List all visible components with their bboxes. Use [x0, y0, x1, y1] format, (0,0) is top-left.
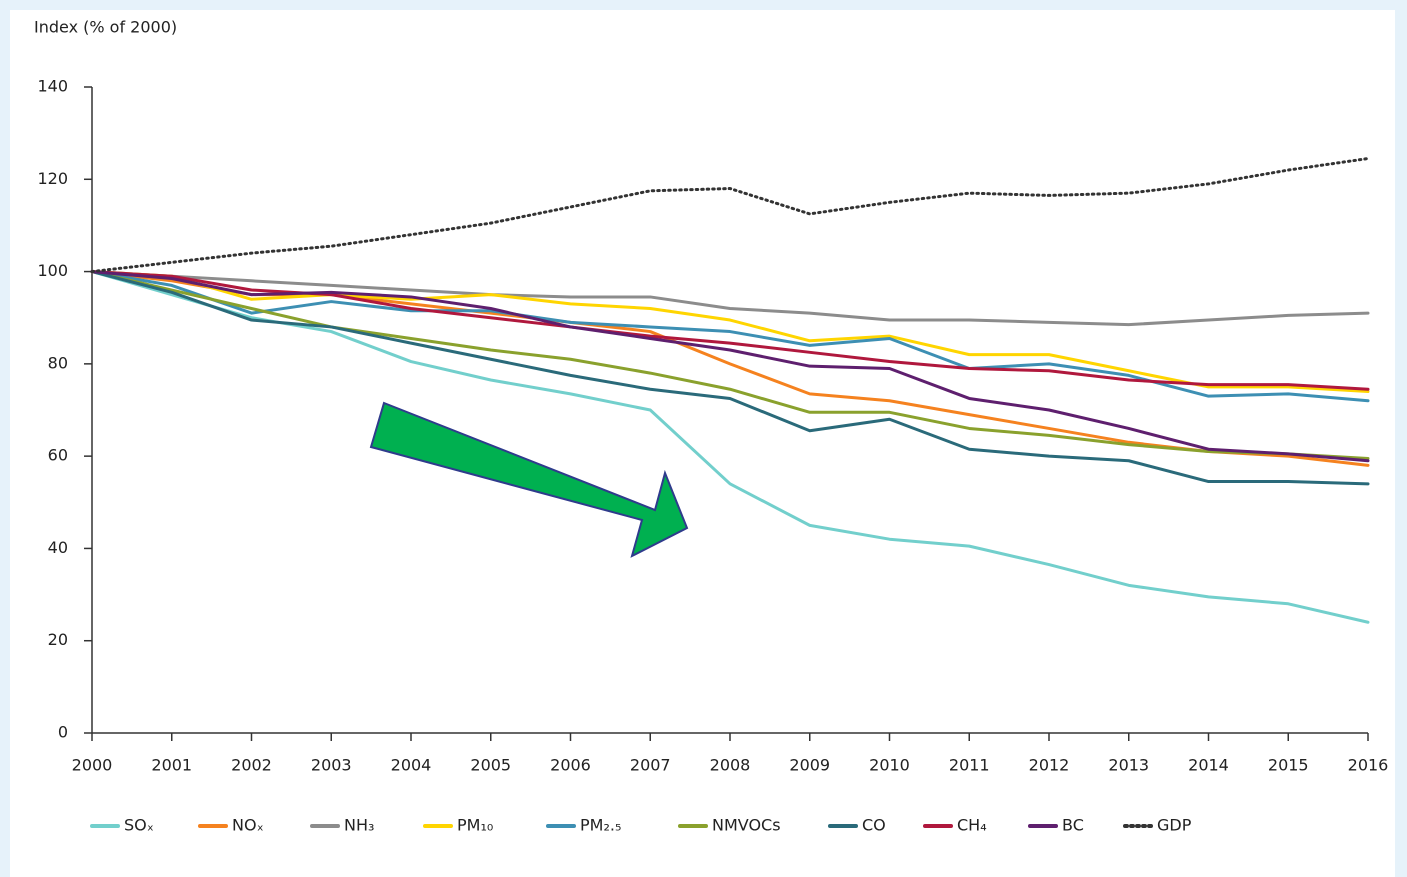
legend-label: PM₁₀ — [457, 816, 493, 835]
x-tick-label: 2012 — [1029, 756, 1070, 775]
y-tick-label: 100 — [37, 261, 68, 280]
series-line — [90, 270, 1370, 327]
legend-label: PM₂.₅ — [580, 816, 621, 835]
trend-arrow — [369, 401, 689, 558]
x-tick-label: 2007 — [630, 756, 671, 775]
x-tick-label: 2016 — [1348, 756, 1389, 775]
x-tick-label: 2000 — [72, 756, 113, 775]
x-tick-label: 2009 — [789, 756, 830, 775]
y-tick-label: 40 — [48, 538, 68, 557]
x-tick-label: 2008 — [710, 756, 751, 775]
legend-label: CH₄ — [957, 816, 987, 835]
series-line — [90, 270, 1370, 394]
x-tick-label: 2004 — [391, 756, 432, 775]
x-tick-label: 2006 — [550, 756, 591, 775]
series-line — [90, 270, 1370, 463]
series-line — [90, 270, 1370, 467]
x-tick-label: 2014 — [1188, 756, 1229, 775]
legend-label: SOₓ — [124, 816, 154, 835]
series-line — [90, 157, 1370, 274]
x-tick-label: 2015 — [1268, 756, 1309, 775]
y-tick-label: 80 — [48, 353, 68, 372]
series-line — [90, 270, 1370, 460]
x-tick-label: 2003 — [311, 756, 352, 775]
legend-label: BC — [1062, 816, 1084, 835]
x-tick-label: 2001 — [151, 756, 192, 775]
x-tick-label: 2005 — [470, 756, 511, 775]
series-line — [90, 270, 1370, 624]
legend-label: GDP — [1157, 816, 1192, 835]
y-axis-label: Index (% of 2000) — [34, 18, 177, 37]
y-tick-label: 140 — [37, 77, 68, 96]
y-tick-label: 120 — [37, 169, 68, 188]
x-tick-label: 2010 — [869, 756, 910, 775]
y-tick-label: 0 — [58, 723, 68, 742]
y-tick-label: 20 — [48, 630, 68, 649]
x-tick-label: 2013 — [1108, 756, 1149, 775]
y-tick-label: 60 — [48, 446, 68, 465]
x-tick-label: 2011 — [949, 756, 990, 775]
series-line — [90, 270, 1370, 486]
legend-label: CO — [862, 816, 886, 835]
x-tick-label: 2002 — [231, 756, 272, 775]
legend-label: NH₃ — [344, 816, 374, 835]
legend-label: NOₓ — [232, 816, 264, 835]
legend-label: NMVOCs — [712, 816, 781, 835]
